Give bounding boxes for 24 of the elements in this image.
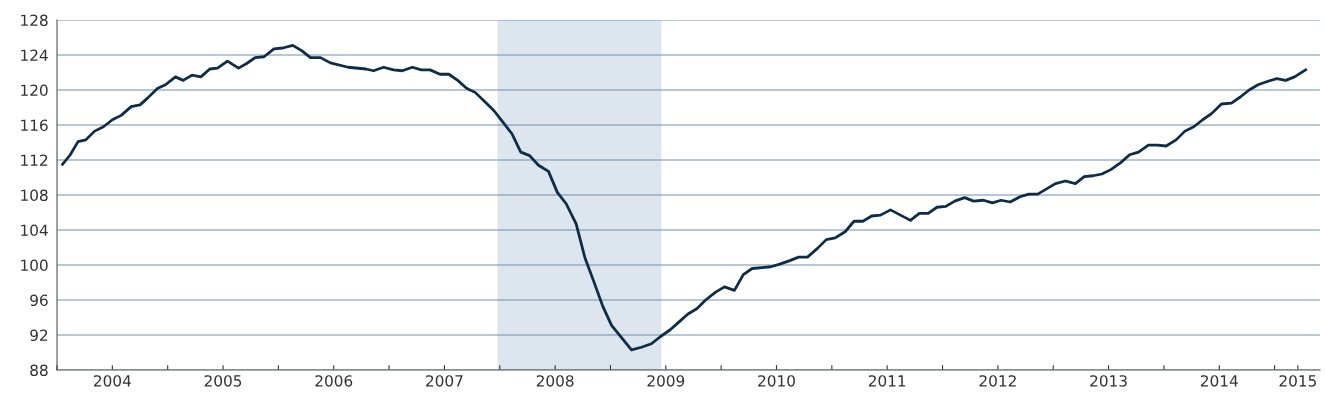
x-tick-label: 2012: [979, 375, 1016, 387]
y-tick-label: 128: [21, 14, 48, 27]
y-tick-label: 112: [21, 154, 48, 166]
x-tick-label: 2010: [758, 375, 795, 387]
x-tick-label: 2011: [868, 375, 906, 387]
x-tick-label: 2009: [647, 375, 685, 387]
x-tick-label: 2004: [94, 375, 131, 387]
x-tick-label: 2007: [426, 375, 463, 387]
y-tick-label: 108: [21, 189, 48, 202]
y-tick-label: 104: [21, 224, 48, 237]
x-tick-label: 2008: [536, 375, 574, 387]
y-tick-label: 124: [21, 49, 48, 61]
y-tick-label: 92: [30, 329, 48, 342]
y-tick-label: 88: [30, 364, 48, 377]
x-tick-label: 2005: [204, 375, 242, 387]
y-tick-label: 96: [30, 294, 48, 307]
x-tick-label: 2006: [315, 375, 353, 387]
x-tick-label: 2014: [1200, 375, 1238, 387]
y-tick-label: 120: [21, 84, 48, 97]
x-tick-label: 2015: [1279, 375, 1316, 387]
line-series: [61, 43, 1307, 352]
y-tick-label: 100: [21, 259, 48, 272]
x-tick-label: 2013: [1090, 375, 1127, 387]
y-tick-label: 116: [21, 119, 48, 132]
